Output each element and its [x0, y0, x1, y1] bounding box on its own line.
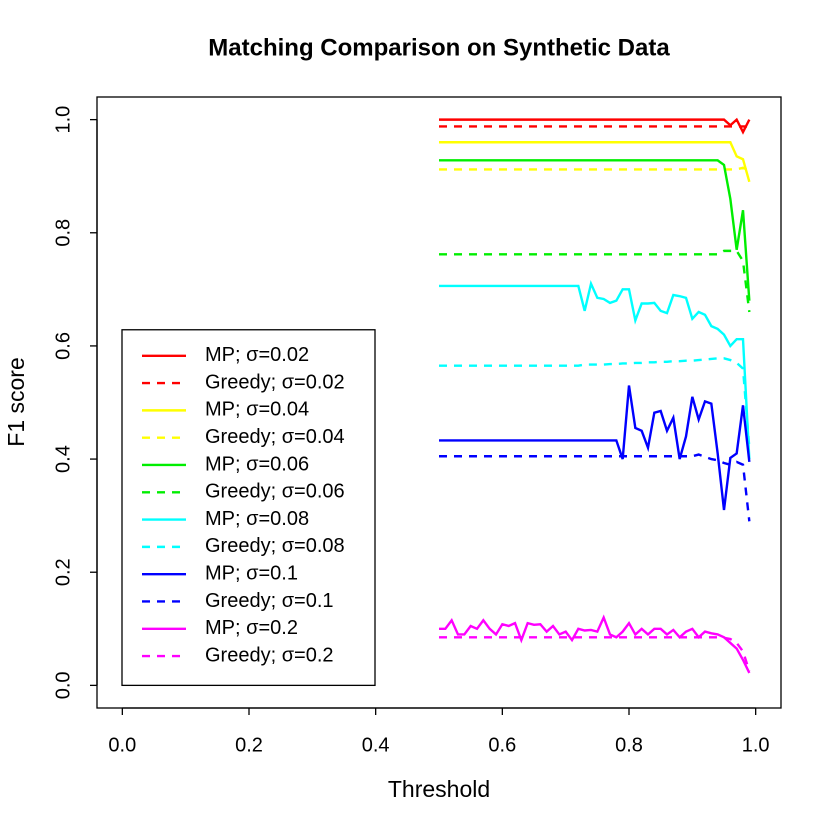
data-line — [439, 141, 751, 183]
legend-label: Greedy; σ=0.06 — [205, 481, 345, 503]
legend-label: Greedy; σ=0.2 — [205, 644, 334, 666]
legend-label: Greedy; σ=0.02 — [205, 371, 345, 393]
data-line — [439, 159, 751, 301]
x-tick-label: 0.6 — [488, 734, 516, 756]
data-line — [439, 117, 751, 135]
data-line — [439, 249, 751, 313]
y-tick-label: 0.8 — [52, 219, 74, 247]
x-axis-title: Threshold — [388, 776, 490, 802]
legend-label: Greedy; σ=0.08 — [205, 535, 345, 557]
y-tick-label: 0.0 — [52, 671, 74, 699]
legend-label: MP; σ=0.2 — [205, 617, 298, 639]
legend-label: Greedy; σ=0.04 — [205, 426, 345, 448]
legend-label: MP; σ=0.02 — [205, 344, 309, 366]
data-line — [439, 166, 750, 172]
data-line — [439, 385, 751, 511]
legend-label: Greedy; σ=0.1 — [205, 590, 334, 612]
data-line — [439, 357, 751, 448]
y-tick-label: 0.2 — [52, 558, 74, 586]
legend-label: MP; σ=0.1 — [205, 562, 298, 584]
data-line — [439, 453, 751, 522]
y-tick-label: 0.4 — [52, 445, 74, 473]
x-tick-label: 0.4 — [362, 734, 390, 756]
legend-box — [121, 329, 376, 687]
y-axis-title: F1 score — [3, 357, 29, 446]
legend-label: MP; σ=0.08 — [205, 508, 309, 530]
x-tick-label: 0.8 — [615, 734, 643, 756]
y-tick-label: 1.0 — [52, 106, 74, 134]
chart-title: Matching Comparison on Synthetic Data — [208, 34, 670, 61]
x-tick-label: 0.2 — [235, 734, 263, 756]
data-line — [439, 614, 751, 674]
y-tick-label: 0.6 — [52, 332, 74, 360]
data-line — [439, 279, 751, 460]
legend-label: MP; σ=0.06 — [205, 453, 309, 475]
x-tick-label: 0.0 — [108, 734, 136, 756]
x-tick-label: 1.0 — [742, 734, 770, 756]
data-line — [439, 636, 751, 672]
legend-label: MP; σ=0.04 — [205, 399, 309, 421]
